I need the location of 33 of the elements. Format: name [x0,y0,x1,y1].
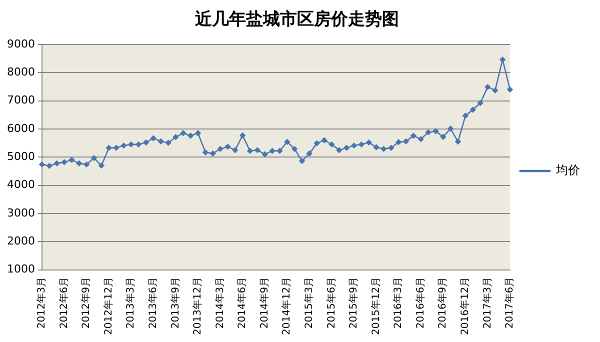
x-tick-label: 2016年9月 [436,276,449,329]
x-tick-label: 2012年6月 [58,276,70,329]
y-tick-label: 5000 [6,150,35,163]
x-tick-label: 2017年6月 [504,276,516,329]
y-tick-label: 3000 [6,206,35,220]
x-tick-label: 2014年3月 [214,276,226,329]
x-tick-label: 2015年12月 [370,276,382,336]
x-tick-label: 2013年9月 [169,276,182,329]
x-tick-label: 2014年6月 [236,276,248,329]
x-tick-label: 2014年9月 [258,276,270,329]
x-tick-label: 2015年3月 [303,276,316,329]
x-tick-label: 2016年6月 [414,276,426,329]
chart-title: 近几年盐城市区房价走势图 [194,10,399,30]
y-tick-label: 7000 [6,94,35,107]
y-tick-label: 8000 [6,65,35,78]
x-tick-label: 2013年12月 [192,276,204,336]
x-tick-label: 2016年3月 [392,276,404,329]
y-tick-label: 4000 [6,178,35,192]
y-tick-label: 9000 [6,37,35,50]
x-tick-label: 2014年12月 [280,276,293,336]
x-tick-label: 2012年9月 [80,276,92,329]
y-tick-label: 2000 [6,234,35,248]
x-tick-label: 2013年6月 [147,276,160,329]
x-tick-label: 2012年12月 [102,276,114,336]
x-tick-label: 2013年3月 [124,276,137,329]
y-tick-label: 1000 [6,262,35,276]
x-tick-label: 2015年9月 [348,276,360,329]
x-tick-label: 2016年12月 [459,276,472,336]
legend-label: 均价 [555,163,580,178]
x-tick-label: 2015年6月 [325,276,338,329]
y-tick-label: 6000 [6,122,35,135]
x-tick-label: 2012年3月 [36,276,48,329]
x-tick-label: 2017年3月 [481,276,494,329]
